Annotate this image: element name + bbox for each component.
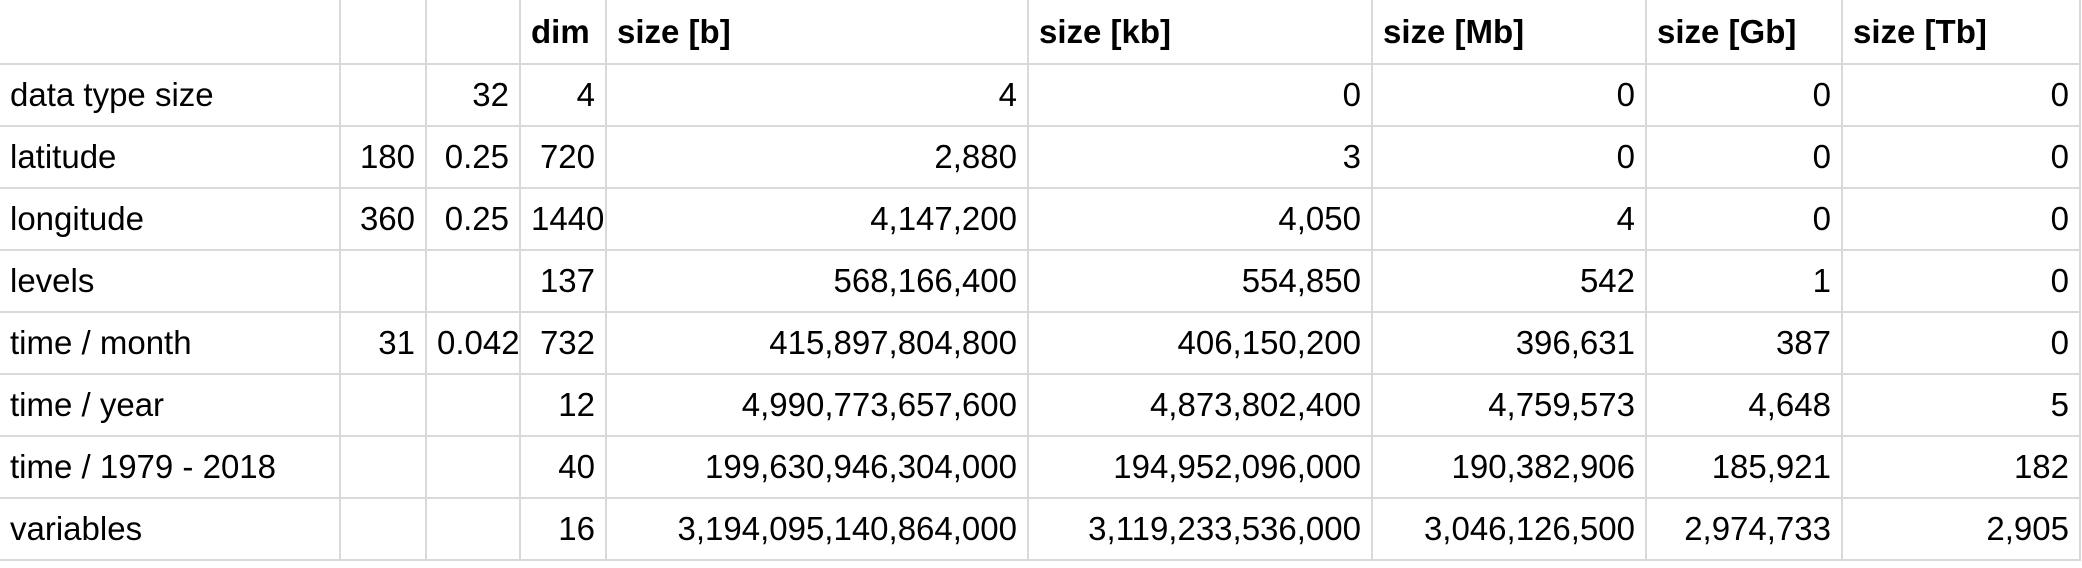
- table-cell[interactable]: 2,905: [1841, 497, 2081, 561]
- row-label-cell[interactable]: time / 1979 - 2018: [0, 435, 341, 499]
- table-cell[interactable]: 3: [1027, 125, 1373, 189]
- header-cell-size-tb[interactable]: size [Tb]: [1841, 0, 2081, 65]
- table-cell[interactable]: 2,974,733: [1645, 497, 1843, 561]
- row-label-cell[interactable]: time / month: [0, 311, 341, 375]
- table-cell[interactable]: 387: [1645, 311, 1843, 375]
- header-cell[interactable]: [0, 0, 341, 65]
- table-row: time / 1979 - 2018 40 199,630,946,304,00…: [0, 435, 2081, 499]
- table-cell[interactable]: 4,648: [1645, 373, 1843, 437]
- table-row: time / month 31 0.042 732 415,897,804,80…: [0, 311, 2081, 375]
- table-cell[interactable]: 568,166,400: [605, 249, 1029, 313]
- table-row: variables 16 3,194,095,140,864,000 3,119…: [0, 497, 2081, 561]
- table-row: time / year 12 4,990,773,657,600 4,873,8…: [0, 373, 2081, 437]
- row-label-cell[interactable]: levels: [0, 249, 341, 313]
- table-cell[interactable]: 360: [339, 187, 427, 251]
- table-cell[interactable]: [339, 63, 427, 127]
- header-cell-size-mb[interactable]: size [Mb]: [1371, 0, 1647, 65]
- table-cell[interactable]: [339, 435, 427, 499]
- table-cell[interactable]: 4,873,802,400: [1027, 373, 1373, 437]
- table-cell[interactable]: 2,880: [605, 125, 1029, 189]
- table-cell[interactable]: 4,759,573: [1371, 373, 1647, 437]
- row-label-cell[interactable]: longitude: [0, 187, 341, 251]
- table-cell[interactable]: 0.25: [425, 125, 521, 189]
- table-cell[interactable]: 31: [339, 311, 427, 375]
- table-cell[interactable]: 415,897,804,800: [605, 311, 1029, 375]
- table-cell[interactable]: 554,850: [1027, 249, 1373, 313]
- table-cell[interactable]: [425, 373, 521, 437]
- table-cell[interactable]: 396,631: [1371, 311, 1647, 375]
- table-cell[interactable]: [339, 497, 427, 561]
- table-cell[interactable]: 194,952,096,000: [1027, 435, 1373, 499]
- table-cell[interactable]: 0: [1841, 249, 2081, 313]
- table-cell[interactable]: 137: [519, 249, 607, 313]
- table-cell[interactable]: 0: [1841, 63, 2081, 127]
- table-row: latitude 180 0.25 720 2,880 3 0 0 0: [0, 125, 2081, 189]
- table-cell[interactable]: 0: [1371, 125, 1647, 189]
- table-cell[interactable]: 0: [1841, 125, 2081, 189]
- table-cell[interactable]: 1: [1645, 249, 1843, 313]
- table-cell[interactable]: 4,990,773,657,600: [605, 373, 1029, 437]
- table-row: data type size 32 4 4 0 0 0 0: [0, 63, 2081, 127]
- table-cell[interactable]: 180: [339, 125, 427, 189]
- header-cell[interactable]: [339, 0, 427, 65]
- table-cell[interactable]: 12: [519, 373, 607, 437]
- table-cell[interactable]: 199,630,946,304,000: [605, 435, 1029, 499]
- header-row: dim size [b] size [kb] size [Mb] size [G…: [0, 0, 2081, 65]
- table-cell[interactable]: 0.042: [425, 311, 521, 375]
- table-cell[interactable]: 182: [1841, 435, 2081, 499]
- table-cell[interactable]: 1440: [519, 187, 607, 251]
- row-label-cell[interactable]: data type size: [0, 63, 341, 127]
- table-cell[interactable]: [339, 249, 427, 313]
- header-cell-size-b[interactable]: size [b]: [605, 0, 1029, 65]
- header-cell-dim[interactable]: dim: [519, 0, 607, 65]
- row-label-cell[interactable]: time / year: [0, 373, 341, 437]
- header-cell[interactable]: [425, 0, 521, 65]
- table-cell[interactable]: 0: [1645, 63, 1843, 127]
- table-cell[interactable]: 0: [1841, 187, 2081, 251]
- table-cell[interactable]: 4: [1371, 187, 1647, 251]
- table-row: levels 137 568,166,400 554,850 542 1 0: [0, 249, 2081, 313]
- table-cell[interactable]: 542: [1371, 249, 1647, 313]
- table-cell[interactable]: 0: [1841, 311, 2081, 375]
- table-cell[interactable]: 3,119,233,536,000: [1027, 497, 1373, 561]
- table-cell[interactable]: 406,150,200: [1027, 311, 1373, 375]
- table-cell[interactable]: 4,050: [1027, 187, 1373, 251]
- table-cell[interactable]: 0.25: [425, 187, 521, 251]
- table-cell[interactable]: [425, 497, 521, 561]
- table-cell[interactable]: 40: [519, 435, 607, 499]
- row-label-cell[interactable]: variables: [0, 497, 341, 561]
- table-cell[interactable]: 185,921: [1645, 435, 1843, 499]
- table-cell[interactable]: 720: [519, 125, 607, 189]
- table-cell[interactable]: 3,194,095,140,864,000: [605, 497, 1029, 561]
- table-cell[interactable]: 0: [1645, 187, 1843, 251]
- table-cell[interactable]: 0: [1371, 63, 1647, 127]
- table-cell[interactable]: 3,046,126,500: [1371, 497, 1647, 561]
- table-cell[interactable]: 16: [519, 497, 607, 561]
- header-cell-size-gb[interactable]: size [Gb]: [1645, 0, 1843, 65]
- table-cell[interactable]: 0: [1645, 125, 1843, 189]
- header-cell-size-kb[interactable]: size [kb]: [1027, 0, 1373, 65]
- table-cell[interactable]: 4,147,200: [605, 187, 1029, 251]
- table-cell[interactable]: 5: [1841, 373, 2081, 437]
- table-cell[interactable]: [339, 373, 427, 437]
- table-cell[interactable]: 190,382,906: [1371, 435, 1647, 499]
- table-cell[interactable]: 4: [605, 63, 1029, 127]
- table-cell[interactable]: 32: [425, 63, 521, 127]
- table-cell[interactable]: 4: [519, 63, 607, 127]
- table-cell[interactable]: [425, 249, 521, 313]
- table-cell[interactable]: 732: [519, 311, 607, 375]
- table-row: longitude 360 0.25 1440 4,147,200 4,050 …: [0, 187, 2081, 251]
- table-cell[interactable]: [425, 435, 521, 499]
- row-label-cell[interactable]: latitude: [0, 125, 341, 189]
- table-cell[interactable]: 0: [1027, 63, 1373, 127]
